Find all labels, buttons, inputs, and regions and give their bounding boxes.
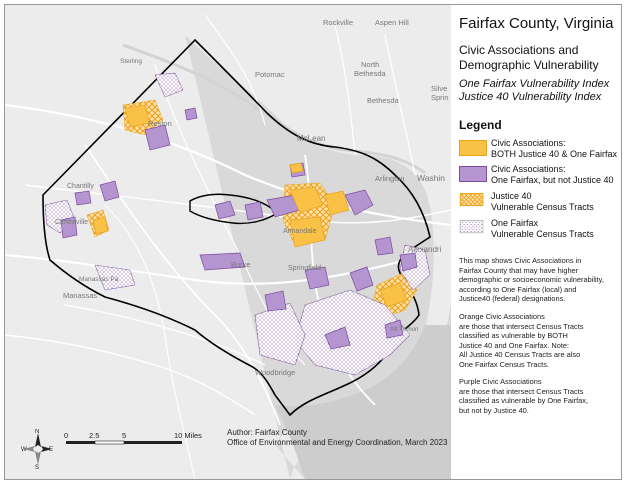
- label-potomac: Potomac: [255, 70, 285, 79]
- swatch-purple: [459, 166, 487, 182]
- southern-water: [275, 325, 451, 479]
- label-silver-spring-1: Silve: [431, 84, 447, 93]
- label-mclean: McLean: [297, 134, 325, 143]
- scale-tick-10: 10 Miles: [174, 431, 202, 440]
- legend-item-label: Civic Associations: One Fairfax, but not…: [491, 164, 614, 185]
- compass-e: E: [49, 447, 53, 453]
- legend-item-onefairfax-tracts: One Fairfax Vulnerable Census Tracts: [459, 218, 619, 242]
- label-arlington: Arlington: [375, 174, 405, 183]
- label-woodbridge: Woodbridge: [255, 368, 295, 377]
- note-purple: Purple Civic Associations are those that…: [459, 377, 588, 415]
- note-orange: Orange Civic Associations are those that…: [459, 312, 584, 369]
- label-north-bethesda-1: North: [361, 60, 379, 69]
- legend-item-onefairfax: Civic Associations: One Fairfax, but not…: [459, 164, 619, 188]
- compass-s: S: [35, 465, 39, 469]
- legend-panel: Fairfax County, Virginia Civic Associati…: [459, 5, 619, 479]
- legend-heading: Legend: [459, 118, 502, 132]
- label-mount-vernon: Mt Vernon: [391, 327, 418, 333]
- civic-associations-onefairfax[interactable]: [60, 107, 418, 350]
- label-silver-spring-2: Sprin: [431, 93, 449, 102]
- legend-item-label: Civic Associations: BOTH Justice 40 & On…: [491, 138, 618, 159]
- compass-n: N: [35, 429, 39, 435]
- index-justice40: Justice 40 Vulnerability Index: [459, 91, 602, 103]
- legend-item-label: Justice 40 Vulnerable Census Tracts: [491, 191, 594, 212]
- label-bethesda: Bethesda: [367, 96, 400, 105]
- map-title: Fairfax County, Virginia: [459, 15, 614, 32]
- index-names: One Fairfax Vulnerability Index Justice …: [459, 78, 609, 104]
- swatch-hatch: [459, 193, 484, 207]
- legend-item-both: Civic Associations: BOTH Justice 40 & On…: [459, 138, 619, 162]
- river-channel: [122, 43, 426, 175]
- label-sterling: Sterling: [120, 58, 142, 65]
- index-onefairfax: One Fairfax Vulnerability Index: [459, 78, 610, 90]
- label-springfield: Springfield: [288, 265, 321, 272]
- swatch-dots: [459, 220, 484, 234]
- legend-item-justice40-tracts: Justice 40 Vulnerable Census Tracts: [459, 191, 619, 215]
- scale-tick-2-5: 2.5: [89, 431, 99, 440]
- credit-office: Office of Environmental and Energy Coord…: [227, 438, 448, 447]
- label-burke: Burke: [231, 260, 251, 269]
- scale-tick-0: 0: [64, 431, 68, 440]
- scale-tick-5: 5: [122, 431, 126, 440]
- potomac-river: [185, 35, 451, 479]
- label-reston: Reston: [148, 119, 172, 128]
- map-canvas[interactable]: Rockville Aspen Hill Sterling Potomac No…: [5, 5, 451, 479]
- swatch-orange: [459, 140, 487, 156]
- label-annandale: Annandale: [283, 228, 317, 235]
- compass-rose-icon: N S W E: [21, 429, 53, 471]
- map-credits: Author: Fairfax County Office of Environ…: [227, 428, 447, 448]
- scale-bar: 0 2.5 5 10 Miles: [62, 428, 212, 458]
- legend-item-label: One Fairfax Vulnerable Census Tracts: [491, 218, 594, 239]
- label-manassas-park: Manassas Pa: [79, 276, 119, 283]
- label-aspen-hill: Aspen Hill: [375, 18, 409, 27]
- credit-author: Author: Fairfax County: [227, 428, 308, 437]
- label-washington: Washin: [417, 173, 445, 183]
- label-rockville: Rockville: [323, 18, 353, 27]
- note-description: This map shows Civic Associations in Fai…: [459, 256, 604, 304]
- map-subtitle: Civic Associations and Demographic Vulne…: [459, 43, 599, 72]
- label-centreville: Centreville: [55, 219, 88, 226]
- place-labels: Rockville Aspen Hill Sterling Potomac No…: [55, 18, 449, 377]
- map-layout: Rockville Aspen Hill Sterling Potomac No…: [4, 4, 622, 480]
- north-arrow: N S W E: [21, 429, 55, 471]
- civic-associations-both[interactable]: [92, 104, 408, 308]
- label-alexandria: Alexandri: [408, 245, 442, 254]
- compass-w: W: [21, 447, 27, 453]
- label-manassas: Manassas: [63, 291, 97, 300]
- label-north-bethesda-2: Bethesda: [354, 69, 387, 78]
- label-chantilly: Chantilly: [67, 183, 94, 190]
